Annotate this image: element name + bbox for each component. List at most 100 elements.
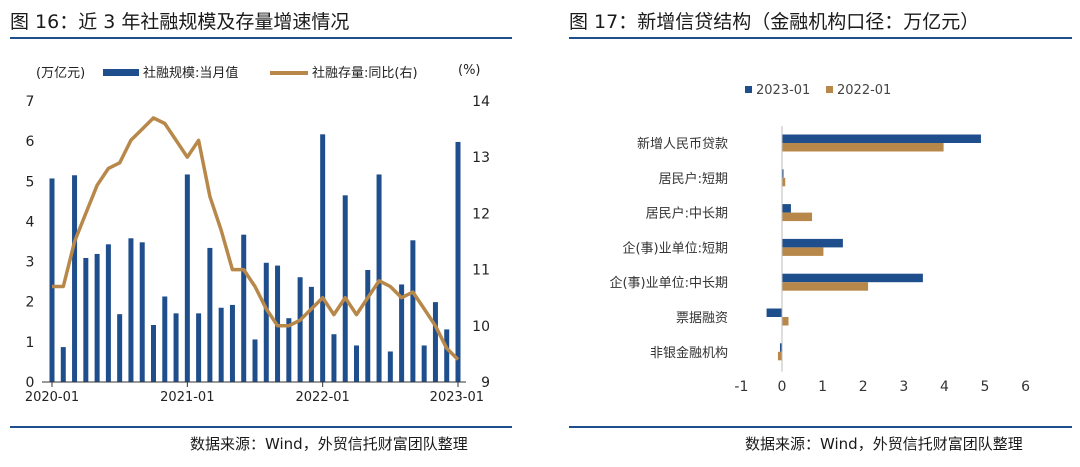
category-label: 企(事)业单位:短期 [622, 240, 728, 256]
bar-monthly-financing [421, 345, 427, 382]
bar-monthly-financing [432, 302, 438, 382]
left-figure-panel: 图 16：近 3 年社融规模及存量增速情况 (万亿元) (%) 社融规模:当月值 社融… [0, 0, 530, 467]
legend-2023-label: 2023-01 [756, 83, 810, 98]
x-tick-label: 5 [981, 379, 990, 395]
x-tick-label: -1 [734, 379, 748, 395]
left-title-rule [10, 37, 512, 39]
y-left-tick-label: 4 [26, 214, 35, 230]
bar-monthly-financing [105, 244, 111, 382]
bar-2023 [779, 343, 782, 352]
bar-2023 [782, 238, 843, 248]
bar-monthly-financing [342, 195, 348, 382]
left-source-note: 数据来源：Wind，外贸信托财富团队整理 [190, 435, 468, 453]
y-left-tick-label: 3 [26, 255, 35, 271]
bar-monthly-financing [320, 134, 326, 382]
bar-2022 [782, 317, 789, 326]
bar-monthly-financing [151, 324, 156, 382]
x-tick-label: 1 [818, 379, 827, 395]
category-label: 居民户:中长期 [646, 206, 728, 222]
y-right-tick-label: 12 [472, 206, 490, 222]
y-left-tick-label: 1 [26, 335, 35, 351]
bar-monthly-financing [387, 351, 393, 382]
bar-2023 [766, 308, 782, 317]
bar-monthly-financing [365, 270, 371, 382]
bar-monthly-financing [173, 313, 179, 382]
legend-2023-swatch [745, 86, 752, 93]
bar-monthly-financing [376, 174, 382, 382]
bar-monthly-financing [263, 262, 269, 382]
category-label: 非银金融机构 [650, 345, 728, 361]
bar-monthly-financing [444, 329, 450, 382]
bar-monthly-financing [83, 257, 89, 382]
x-tick-label: 2022-01 [296, 390, 350, 405]
x-tick-label: 0 [778, 379, 787, 395]
x-tick-label: 6 [1021, 379, 1030, 395]
new-credit-structure-chart: 2023-01 2022-01 新增人民币贷款居民户:短期居民户:中长期企(事)业单… [609, 83, 1030, 395]
y-left-tick-label: 0 [26, 375, 35, 391]
bar-monthly-financing [207, 247, 213, 382]
bar-monthly-financing [162, 296, 168, 382]
bar-monthly-financing [49, 178, 55, 382]
x-tick-label: 2 [859, 379, 868, 395]
category-label: 企(事)业单位:中长期 [609, 275, 728, 291]
bar-monthly-financing [72, 175, 78, 382]
left-source-rule [10, 426, 512, 428]
legend-2022-label: 2022-01 [837, 83, 891, 98]
right-source-rule [569, 426, 1072, 428]
bar-monthly-financing [218, 307, 224, 382]
legend-bar-label: 社融规模:当月值 [143, 65, 238, 81]
bar-monthly-financing [184, 174, 190, 382]
legend-line-label: 社融存量:同比(右) [312, 65, 418, 81]
y-left-tick-label: 7 [26, 94, 35, 110]
right-source-note: 数据来源：Wind，外贸信托财富团队整理 [745, 435, 1023, 453]
x-tick-label: 2023-01 [430, 390, 484, 405]
legend-bar-swatch [103, 69, 139, 76]
category-label: 票据融资 [676, 311, 728, 326]
x-tick-label: 2021-01 [160, 390, 214, 405]
y-right-tick-label: 13 [472, 150, 490, 166]
bar-monthly-financing [196, 313, 202, 382]
bar-2023 [782, 169, 784, 178]
x-tick-label: 2020-01 [25, 390, 79, 405]
bar-2022 [782, 282, 869, 291]
x-tick-label: 4 [940, 379, 949, 395]
y-left-tick-label: 2 [26, 295, 35, 311]
y-right-tick-label: 10 [472, 319, 490, 335]
y-right-tick-label: 9 [481, 375, 490, 391]
bar-monthly-financing [128, 238, 134, 382]
bar-monthly-financing [60, 347, 66, 382]
bar-monthly-financing [94, 253, 100, 382]
y-left-tick-label: 5 [26, 174, 35, 190]
bar-monthly-financing [455, 141, 461, 382]
bar-monthly-financing [354, 345, 359, 382]
bar-2022 [782, 247, 824, 256]
right-axis-unit: (%) [458, 63, 481, 78]
bar-monthly-financing [331, 334, 337, 382]
bar-monthly-financing [297, 277, 303, 382]
right-figure-panel: 图 17：新增信贷结构（金融机构口径：万亿元） 2023-01 2022-01 新增… [565, 0, 1080, 467]
y-right-tick-label: 14 [472, 94, 490, 110]
bar-monthly-financing [410, 240, 416, 382]
left-axis-unit: (万亿元) [36, 66, 85, 81]
legend-2022-swatch [826, 86, 833, 93]
bar-monthly-financing [399, 284, 405, 382]
left-figure-title: 图 16：近 3 年社融规模及存量增速情况 [10, 11, 350, 33]
category-label: 居民户:短期 [659, 171, 728, 187]
bar-2023 [782, 204, 791, 213]
y-left-tick-label: 6 [26, 134, 35, 150]
x-tick-label: 3 [899, 379, 908, 395]
bar-monthly-financing [139, 242, 145, 382]
category-label: 新增人民币贷款 [637, 136, 728, 152]
bar-2022 [782, 212, 813, 222]
line-stock-growth [52, 116, 460, 361]
y-right-tick-label: 11 [472, 263, 490, 279]
bar-monthly-financing [241, 234, 247, 382]
bar-monthly-financing [308, 286, 314, 382]
bar-2022 [777, 351, 782, 361]
bar-monthly-financing [286, 318, 292, 382]
bar-2023 [782, 273, 923, 283]
bar-2022 [782, 177, 786, 187]
bar-monthly-financing [252, 339, 258, 382]
bar-monthly-financing [229, 304, 235, 382]
bar-2022 [782, 143, 944, 152]
